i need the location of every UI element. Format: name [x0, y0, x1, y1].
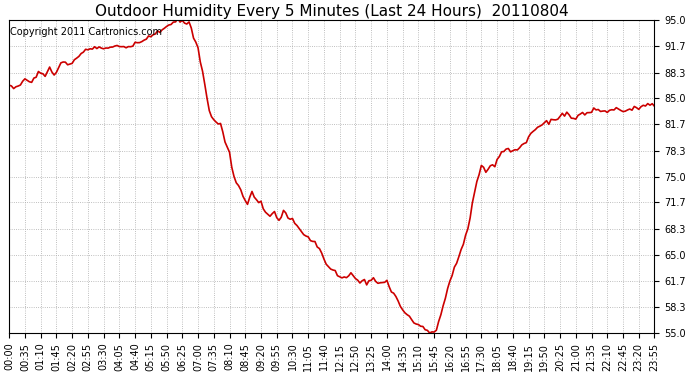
- Title: Outdoor Humidity Every 5 Minutes (Last 24 Hours)  20110804: Outdoor Humidity Every 5 Minutes (Last 2…: [95, 4, 569, 19]
- Text: Copyright 2011 Cartronics.com: Copyright 2011 Cartronics.com: [10, 27, 162, 37]
